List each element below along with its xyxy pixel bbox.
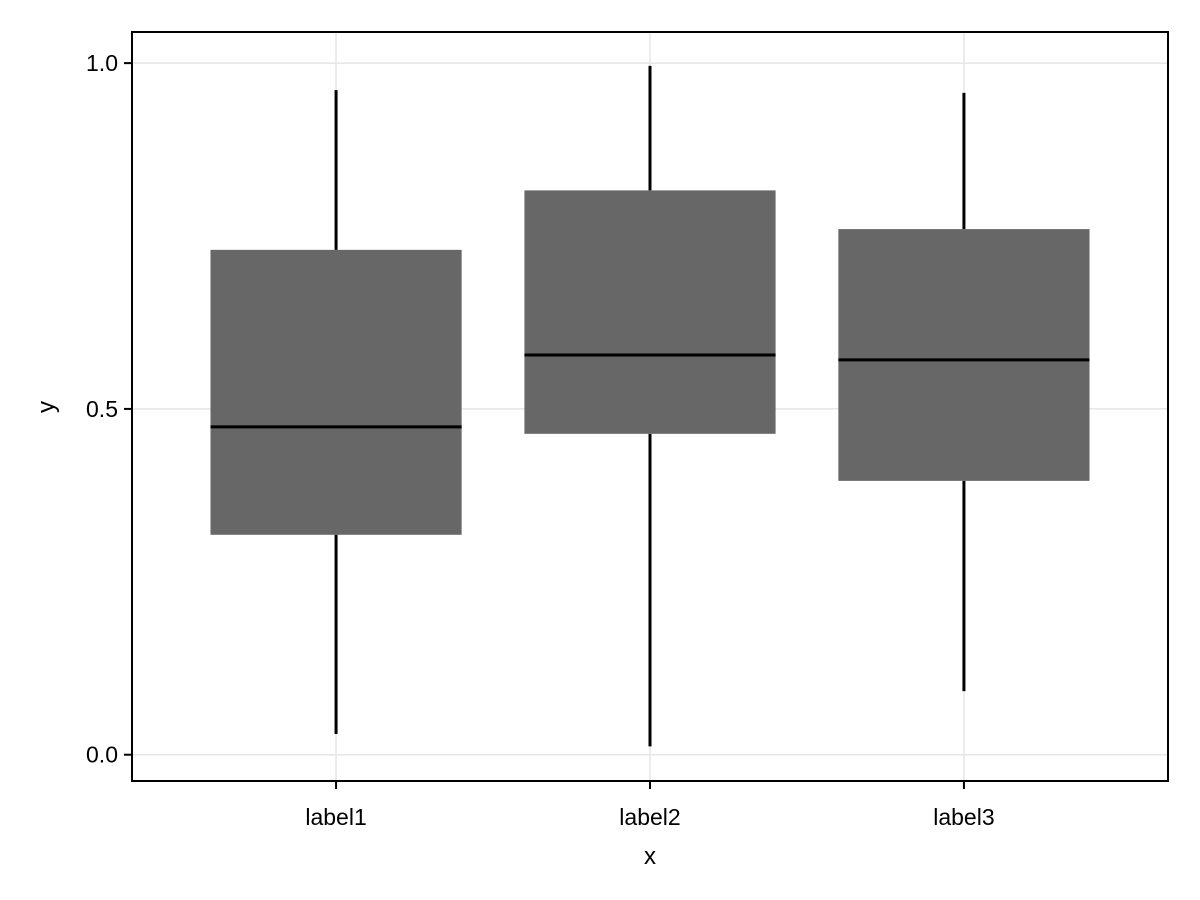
y-axis-label: y (33, 401, 60, 413)
box-label1 (210, 249, 462, 535)
x-tick-label: label1 (305, 804, 366, 830)
boxes (210, 65, 1090, 747)
y-tick-label: 0.5 (86, 396, 118, 422)
y-tick-label: 1.0 (86, 50, 118, 76)
y-tick-label: 0.0 (86, 742, 118, 768)
x-tick-label: label2 (619, 804, 680, 830)
x-axis-label: x (644, 843, 656, 870)
box-label3 (838, 229, 1090, 481)
x-tick-label: label3 (933, 804, 994, 830)
box-label2 (524, 190, 776, 434)
ticks: 0.0 0.5 1.0 label1 label2 label3 (86, 50, 995, 830)
